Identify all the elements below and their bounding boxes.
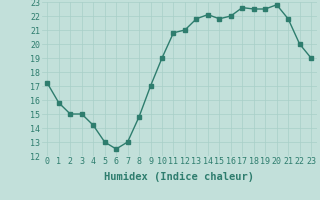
X-axis label: Humidex (Indice chaleur): Humidex (Indice chaleur) [104, 172, 254, 182]
